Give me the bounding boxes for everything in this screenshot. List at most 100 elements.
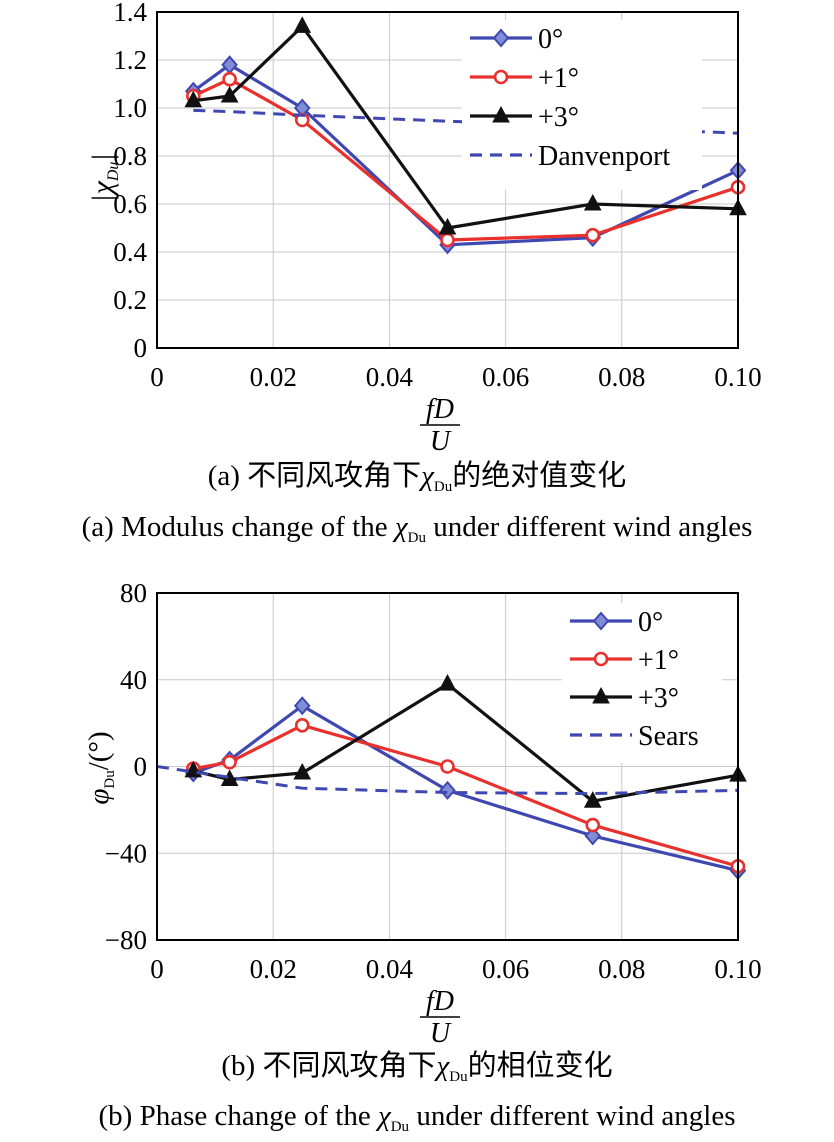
x-tick-labels: 0 0.02 0.04 0.06 0.08 0.10 bbox=[150, 954, 761, 984]
data-point bbox=[184, 90, 203, 108]
caption-cn-sub: Du bbox=[434, 479, 453, 495]
y-tick-labels: −80 −40 0 40 80 bbox=[105, 578, 147, 955]
y-tick-label: 0.4 bbox=[113, 237, 147, 267]
y-tick-label: 0.8 bbox=[113, 141, 147, 171]
data-point bbox=[221, 55, 238, 75]
data-point bbox=[294, 717, 310, 733]
y-tick-label: −40 bbox=[105, 838, 147, 868]
x-axis-label: fD U bbox=[420, 394, 460, 457]
x-tick-label: 0.02 bbox=[250, 954, 297, 984]
data-point bbox=[222, 71, 237, 87]
legend-marker bbox=[592, 686, 610, 704]
plot-frame bbox=[156, 11, 739, 349]
data-point bbox=[440, 232, 455, 248]
data-point bbox=[439, 780, 456, 800]
caption-en-suffix: under different wind angles bbox=[409, 1100, 735, 1132]
y-tick-label: 0 bbox=[134, 752, 148, 782]
legend-box bbox=[462, 20, 702, 190]
legend-marker bbox=[592, 611, 610, 631]
x-axis-label-denominator: U bbox=[430, 1018, 452, 1049]
y-tick-label: 40 bbox=[120, 665, 147, 695]
series-line bbox=[193, 24, 739, 230]
series-3 bbox=[156, 765, 739, 796]
data-point bbox=[583, 791, 602, 808]
x-axis-label-numerator: fD bbox=[426, 394, 454, 425]
data-point bbox=[438, 674, 457, 691]
data-point bbox=[293, 16, 312, 33]
data-point bbox=[222, 754, 237, 770]
legend-label: 0° bbox=[638, 607, 663, 638]
series-line bbox=[192, 682, 739, 803]
y-axis-label: φDu/(°) bbox=[83, 731, 118, 804]
legend-label: +1° bbox=[538, 63, 579, 94]
legend: 0° +1° +3° Danvenport bbox=[462, 20, 702, 190]
series-line bbox=[156, 765, 739, 796]
caption-cn-sub: Du bbox=[449, 1069, 468, 1085]
caption-en-symbol: χ bbox=[375, 1100, 392, 1132]
y-tick-label: 0.2 bbox=[113, 285, 147, 315]
x-tick-label: 0.08 bbox=[598, 362, 645, 392]
plot-frame bbox=[156, 592, 739, 941]
x-tick-label: 0.06 bbox=[482, 362, 529, 392]
caption-en-sub: Du bbox=[408, 530, 427, 546]
caption-en-sub: Du bbox=[391, 1119, 410, 1135]
y-tick-label: 0 bbox=[134, 333, 148, 363]
data-point bbox=[438, 217, 457, 235]
data-point bbox=[293, 696, 311, 716]
legend-label: Sears bbox=[638, 721, 699, 752]
y-tick-label: −80 bbox=[105, 925, 147, 955]
x-axis-label-numerator: fD bbox=[426, 986, 454, 1017]
legend: 0° +1° +3° Sears bbox=[562, 603, 722, 763]
x-tick-label: 0.04 bbox=[366, 362, 414, 392]
legend-label: +3° bbox=[638, 683, 679, 714]
caption-cn-suffix: 的绝对值变化 bbox=[452, 459, 626, 492]
legend-label: 0° bbox=[538, 24, 563, 55]
caption-cn-suffix: 的相位变化 bbox=[468, 1049, 613, 1082]
data-point bbox=[220, 85, 239, 103]
data-point bbox=[584, 826, 602, 846]
y-axis-label: |χDu| bbox=[86, 153, 122, 202]
y-axis-label-close: | bbox=[86, 153, 119, 161]
x-tick-labels: 0 0.02 0.04 0.06 0.08 0.10 bbox=[150, 362, 761, 392]
legend-label: Danvenport bbox=[538, 141, 670, 172]
y-axis-label-main: |χ bbox=[86, 180, 119, 202]
chart-phase: 0 0.02 0.04 0.06 0.08 0.10 −80 −40 0 40 80 0° +1° +… bbox=[83, 578, 762, 1135]
legend-marker bbox=[493, 69, 509, 85]
data-point bbox=[293, 762, 312, 780]
y-axis-label-main: φ bbox=[83, 789, 115, 805]
caption-cn: (b) 不同风攻角下χDu的相位变化 bbox=[221, 1049, 612, 1085]
y-axis-label-close: /(°) bbox=[83, 731, 115, 770]
data-point bbox=[440, 759, 455, 774]
x-tick-label: 0 bbox=[150, 362, 164, 392]
x-tick-label: 0.10 bbox=[714, 954, 761, 984]
data-point bbox=[585, 227, 601, 243]
caption-cn-prefix: (b) 不同风攻角下 bbox=[221, 1049, 436, 1082]
legend-label: +1° bbox=[638, 645, 679, 676]
caption-en-suffix: under different wind angles bbox=[426, 511, 752, 543]
caption-cn-prefix: (a) 不同风攻角下 bbox=[208, 459, 421, 492]
x-tick-label: 0.06 bbox=[482, 954, 529, 984]
caption-cn: (a) 不同风攻角下χDu的绝对值变化 bbox=[208, 459, 627, 495]
x-tick-label: 0 bbox=[150, 954, 164, 984]
caption-en-prefix: (b) Phase change of the bbox=[99, 1100, 378, 1132]
x-tick-label: 0.04 bbox=[366, 954, 414, 984]
legend-box bbox=[562, 603, 722, 763]
caption-cn-symbol: χ bbox=[433, 1050, 450, 1082]
caption-cn-symbol: χ bbox=[418, 460, 435, 492]
y-tick-label: 1.4 bbox=[113, 0, 147, 27]
y-tick-label: 0.6 bbox=[113, 189, 147, 219]
y-tick-label: 1.2 bbox=[113, 45, 147, 75]
caption-en: (b) Phase change of the χDu under differ… bbox=[99, 1100, 736, 1135]
data-point bbox=[583, 193, 602, 211]
chart-modulus: 0 0.02 0.04 0.06 0.08 0.10 0 0.2 0.4 0.6 0.8 1.0 1.… bbox=[82, 0, 762, 546]
series-layer bbox=[184, 16, 747, 255]
legend-marker bbox=[593, 651, 609, 667]
y-axis-label-sub: Du bbox=[105, 162, 122, 183]
data-point bbox=[585, 817, 601, 833]
x-tick-label: 0.08 bbox=[598, 954, 645, 984]
x-axis-label-denominator: U bbox=[430, 426, 452, 457]
legend-label: +3° bbox=[538, 102, 579, 133]
caption-en-symbol: χ bbox=[392, 511, 409, 543]
y-tick-label: 1.0 bbox=[113, 93, 147, 123]
